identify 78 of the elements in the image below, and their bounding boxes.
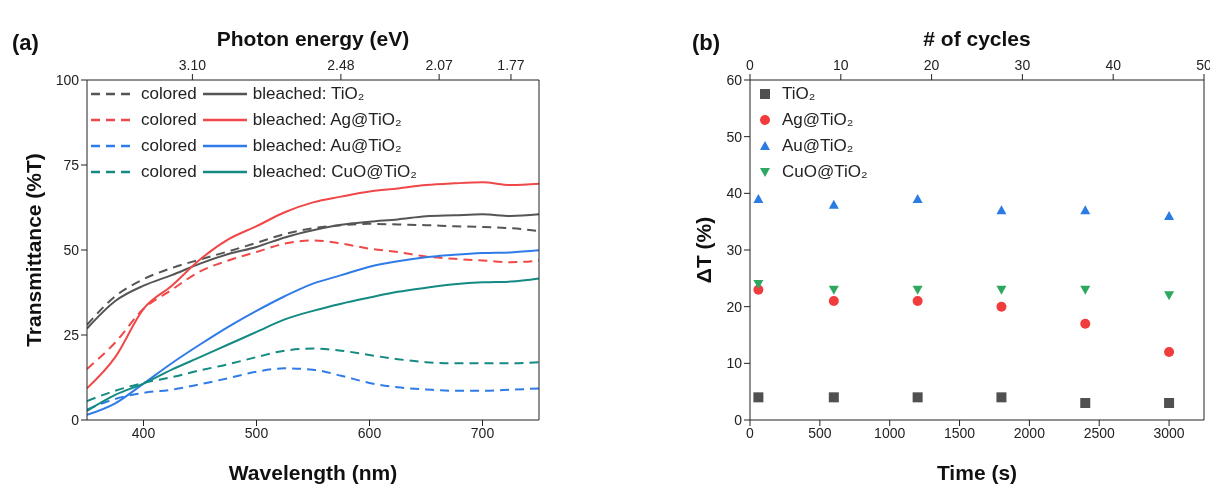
x2-axis-title: # of cycles bbox=[923, 27, 1031, 50]
x-tick-label: 700 bbox=[470, 424, 495, 441]
legend-label: colored bbox=[141, 136, 197, 156]
x-tick-label: 600 bbox=[357, 424, 382, 441]
line-series bbox=[87, 249, 539, 416]
point bbox=[828, 199, 839, 209]
legend-label: CuO@TiO₂ bbox=[782, 162, 868, 182]
point bbox=[996, 285, 1007, 295]
y-tick-label: 10 bbox=[726, 355, 743, 372]
y-tick-label: 0 bbox=[734, 411, 743, 428]
point bbox=[1080, 318, 1091, 329]
x2-tick-label: 3.10 bbox=[178, 57, 207, 73]
x2-tick-label: 30 bbox=[1014, 57, 1031, 73]
legend-label: colored bbox=[141, 84, 197, 104]
x2-tick-label: 40 bbox=[1105, 57, 1122, 73]
point bbox=[753, 280, 764, 289]
chart-title: (b) bbox=[692, 30, 721, 56]
x2-tick-label: 2.07 bbox=[425, 57, 453, 73]
legend-label: Ag@TiO₂ bbox=[782, 110, 854, 130]
y-tick-label: 75 bbox=[63, 156, 80, 173]
x-axis-title: Time (s) bbox=[936, 461, 1018, 484]
x-tick-label: 500 bbox=[808, 424, 832, 441]
point bbox=[912, 296, 923, 306]
x-tick-label: 1500 bbox=[943, 424, 976, 441]
y-tick-label: 50 bbox=[63, 241, 80, 258]
x2-tick-label: 2.48 bbox=[327, 57, 355, 73]
x2-tick-label: 1.77 bbox=[497, 57, 525, 73]
point bbox=[828, 285, 839, 295]
legend-label: bleached: Au@TiO₂ bbox=[252, 136, 402, 156]
x2-axis-title: Photon energy (eV) bbox=[216, 27, 410, 50]
point bbox=[1164, 211, 1175, 220]
legend-label: TiO₂ bbox=[782, 84, 816, 104]
point bbox=[828, 392, 839, 403]
x-tick-label: 0 bbox=[746, 424, 755, 441]
x2-tick-label: 0 bbox=[746, 57, 755, 73]
chart-title: (a) bbox=[12, 30, 39, 56]
point bbox=[753, 392, 764, 403]
x2-tick-label: 10 bbox=[833, 57, 849, 73]
y-tick-label: 30 bbox=[726, 241, 743, 258]
point bbox=[912, 194, 923, 203]
line-series bbox=[87, 181, 539, 390]
point bbox=[1164, 398, 1175, 408]
x-axis-title: Wavelength (nm) bbox=[228, 461, 398, 484]
legend-label: bleached: Ag@TiO₂ bbox=[252, 110, 402, 130]
legend-label: colored bbox=[141, 162, 197, 182]
y-tick-label: 50 bbox=[726, 128, 743, 145]
point bbox=[912, 392, 923, 403]
x-tick-label: 400 bbox=[131, 424, 156, 441]
y-tick-label: 0 bbox=[71, 411, 80, 428]
point bbox=[996, 392, 1007, 403]
y-tick-label: 100 bbox=[55, 71, 80, 88]
x-tick-label: 2500 bbox=[1083, 424, 1116, 441]
x-tick-label: 2000 bbox=[1013, 424, 1046, 441]
point bbox=[1080, 205, 1091, 215]
x-tick-label: 500 bbox=[244, 424, 269, 441]
line-series bbox=[87, 277, 539, 412]
y-tick-label: 20 bbox=[726, 298, 743, 315]
point bbox=[828, 296, 839, 306]
x2-tick-label: 20 bbox=[923, 57, 940, 73]
point bbox=[1080, 285, 1091, 295]
x-tick-label: 3000 bbox=[1153, 424, 1185, 441]
point bbox=[753, 194, 764, 203]
y-axis-title: Transmittance (%T) bbox=[22, 153, 46, 347]
y-tick-label: 25 bbox=[63, 326, 80, 343]
y-axis-title: ΔT (%) bbox=[692, 216, 716, 284]
point bbox=[912, 285, 923, 295]
y-tick-label: 40 bbox=[726, 185, 743, 202]
point bbox=[1080, 398, 1091, 408]
legend-label: colored bbox=[141, 110, 197, 130]
point bbox=[996, 205, 1007, 215]
legend-label: bleached: TiO₂ bbox=[252, 84, 365, 104]
legend-label: Au@TiO₂ bbox=[782, 136, 854, 156]
point bbox=[1164, 347, 1175, 357]
point bbox=[996, 301, 1007, 312]
x-tick-label: 1000 bbox=[874, 424, 906, 441]
legend-label: bleached: CuO@TiO₂ bbox=[252, 162, 417, 182]
y-tick-label: 60 bbox=[726, 71, 743, 88]
point bbox=[1164, 291, 1175, 301]
